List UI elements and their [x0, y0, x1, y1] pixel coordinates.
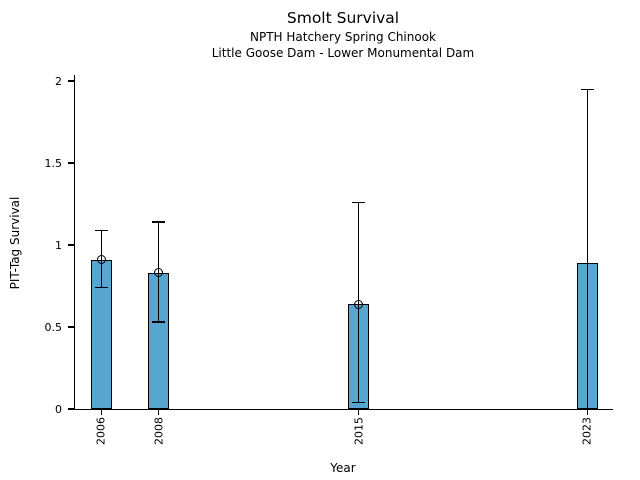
- chart-subtitle-line2: Little Goose Dam - Lower Monumental Dam: [211, 45, 475, 60]
- chart-title: Smolt Survival: [286, 9, 400, 27]
- y-tick-label: 0: [55, 402, 62, 416]
- y-tick-label: 1.5: [44, 156, 63, 170]
- x-tick: [100, 410, 103, 415]
- x-tick: [158, 410, 160, 415]
- x-tick: [586, 410, 588, 415]
- x-axis-label: Year: [330, 461, 356, 475]
- y-tick-label: 2: [55, 74, 62, 88]
- x-tick: [358, 410, 360, 415]
- y-tick-label: 0.5: [44, 320, 63, 334]
- chart-subtitle-line1: NPTH Hatchery Spring Chinook: [250, 29, 436, 44]
- title-block: Smolt Survival NPTH Hatchery Spring Chin…: [74, 9, 612, 62]
- plot-area: [74, 75, 613, 410]
